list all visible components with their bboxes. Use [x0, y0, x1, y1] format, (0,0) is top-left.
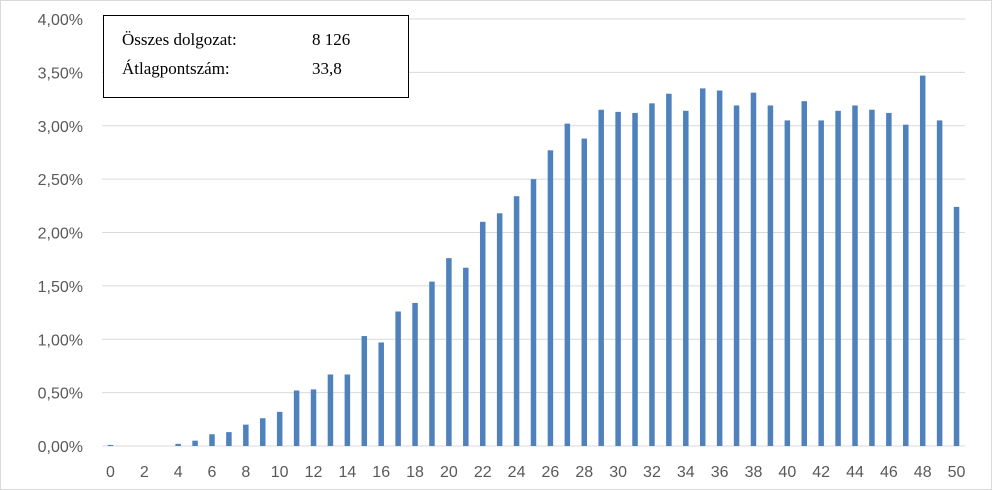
bar — [446, 258, 452, 446]
x-tick-label: 44 — [846, 464, 864, 481]
bar — [564, 123, 571, 447]
x-tick-label: 32 — [643, 464, 661, 481]
bar — [835, 110, 841, 447]
x-tick-label: 38 — [745, 464, 763, 481]
bar — [395, 311, 401, 446]
x-tick-label: 36 — [711, 464, 729, 481]
bar — [260, 418, 266, 446]
y-tick-label: 2,50% — [38, 172, 83, 189]
bar — [378, 342, 384, 446]
bar — [750, 92, 757, 446]
y-tick-label: 3,50% — [38, 65, 83, 82]
x-tick-label: 24 — [508, 464, 526, 481]
x-tick-label: 4 — [174, 464, 183, 481]
bars — [107, 75, 960, 447]
bar — [903, 124, 909, 447]
x-tick-label: 0 — [106, 464, 115, 481]
x-tick-label: 26 — [542, 464, 560, 481]
x-tick-label: 2 — [140, 464, 149, 481]
bar — [852, 105, 858, 446]
y-axis-tick-labels: 0,00% 0,50% 1,00% 1,50% 2,00% 2,50% 3,00% 3,50%… — [38, 12, 83, 456]
bar — [327, 374, 334, 446]
x-tick-label: 12 — [305, 464, 323, 481]
bar — [919, 75, 926, 446]
x-tick-label: 8 — [241, 464, 250, 481]
bar — [683, 110, 689, 447]
x-tick-label: 20 — [440, 464, 458, 481]
x-tick-label: 40 — [778, 464, 796, 481]
bar — [175, 443, 181, 446]
bar — [310, 389, 317, 446]
bar — [716, 90, 723, 447]
bar — [479, 221, 486, 446]
x-tick-label: 6 — [208, 464, 217, 481]
y-tick-label: 0,00% — [38, 439, 83, 456]
bar — [801, 101, 807, 446]
info-label-average: Átlagpontszám: — [122, 59, 230, 78]
bar — [699, 88, 706, 446]
bar — [344, 374, 351, 446]
bar — [953, 206, 960, 446]
bar — [598, 109, 604, 447]
bar — [226, 432, 232, 446]
x-axis-tick-labels: 0 2 4 6 8 10 12 14 16 18 20 22 24 26 28 30 32 34 36 38 40 42 4… — [106, 464, 966, 481]
bar — [429, 281, 435, 446]
x-tick-label: 34 — [677, 464, 695, 481]
y-tick-label: 2,00% — [38, 226, 83, 243]
x-tick-label: 10 — [271, 464, 289, 481]
x-tick-label: 50 — [948, 464, 966, 481]
bar — [886, 112, 892, 446]
x-tick-label: 30 — [609, 464, 627, 481]
y-tick-label: 0,50% — [38, 386, 83, 403]
bar — [818, 120, 824, 446]
x-tick-label: 28 — [575, 464, 593, 481]
x-tick-label: 18 — [406, 464, 424, 481]
info-box: Összes dolgozat: 8 126 Átlagpontszám: 33… — [103, 15, 409, 98]
bar — [463, 267, 469, 446]
bar — [632, 112, 638, 446]
y-tick-label: 4,00% — [38, 12, 83, 29]
bar — [107, 444, 114, 446]
y-tick-label: 3,00% — [38, 119, 83, 136]
bar — [869, 109, 875, 447]
bar — [243, 424, 249, 446]
x-tick-label: 42 — [812, 464, 830, 481]
bar — [666, 93, 672, 446]
bar — [361, 336, 368, 446]
bar — [209, 434, 215, 446]
info-label-total: Összes dolgozat: — [122, 30, 237, 49]
bar — [192, 440, 198, 446]
bar — [513, 196, 520, 446]
bar — [581, 138, 588, 446]
bar — [412, 302, 418, 446]
bar — [767, 105, 774, 446]
bar — [733, 105, 740, 446]
x-tick-label: 16 — [372, 464, 390, 481]
x-tick-label: 14 — [338, 464, 356, 481]
y-tick-label: 1,50% — [38, 279, 83, 296]
bar — [936, 120, 943, 446]
info-value-average: 33,8 — [312, 59, 342, 78]
bar — [276, 411, 283, 446]
bar — [496, 213, 503, 446]
bar — [547, 150, 554, 447]
x-tick-label: 46 — [880, 464, 898, 481]
x-tick-label: 22 — [474, 464, 492, 481]
bar — [784, 120, 791, 446]
bar — [530, 179, 537, 446]
bar — [649, 103, 655, 447]
info-value-total: 8 126 — [312, 30, 351, 49]
bar — [615, 111, 621, 446]
y-tick-label: 1,00% — [38, 332, 83, 349]
x-tick-label: 48 — [914, 464, 932, 481]
bar — [293, 390, 300, 446]
